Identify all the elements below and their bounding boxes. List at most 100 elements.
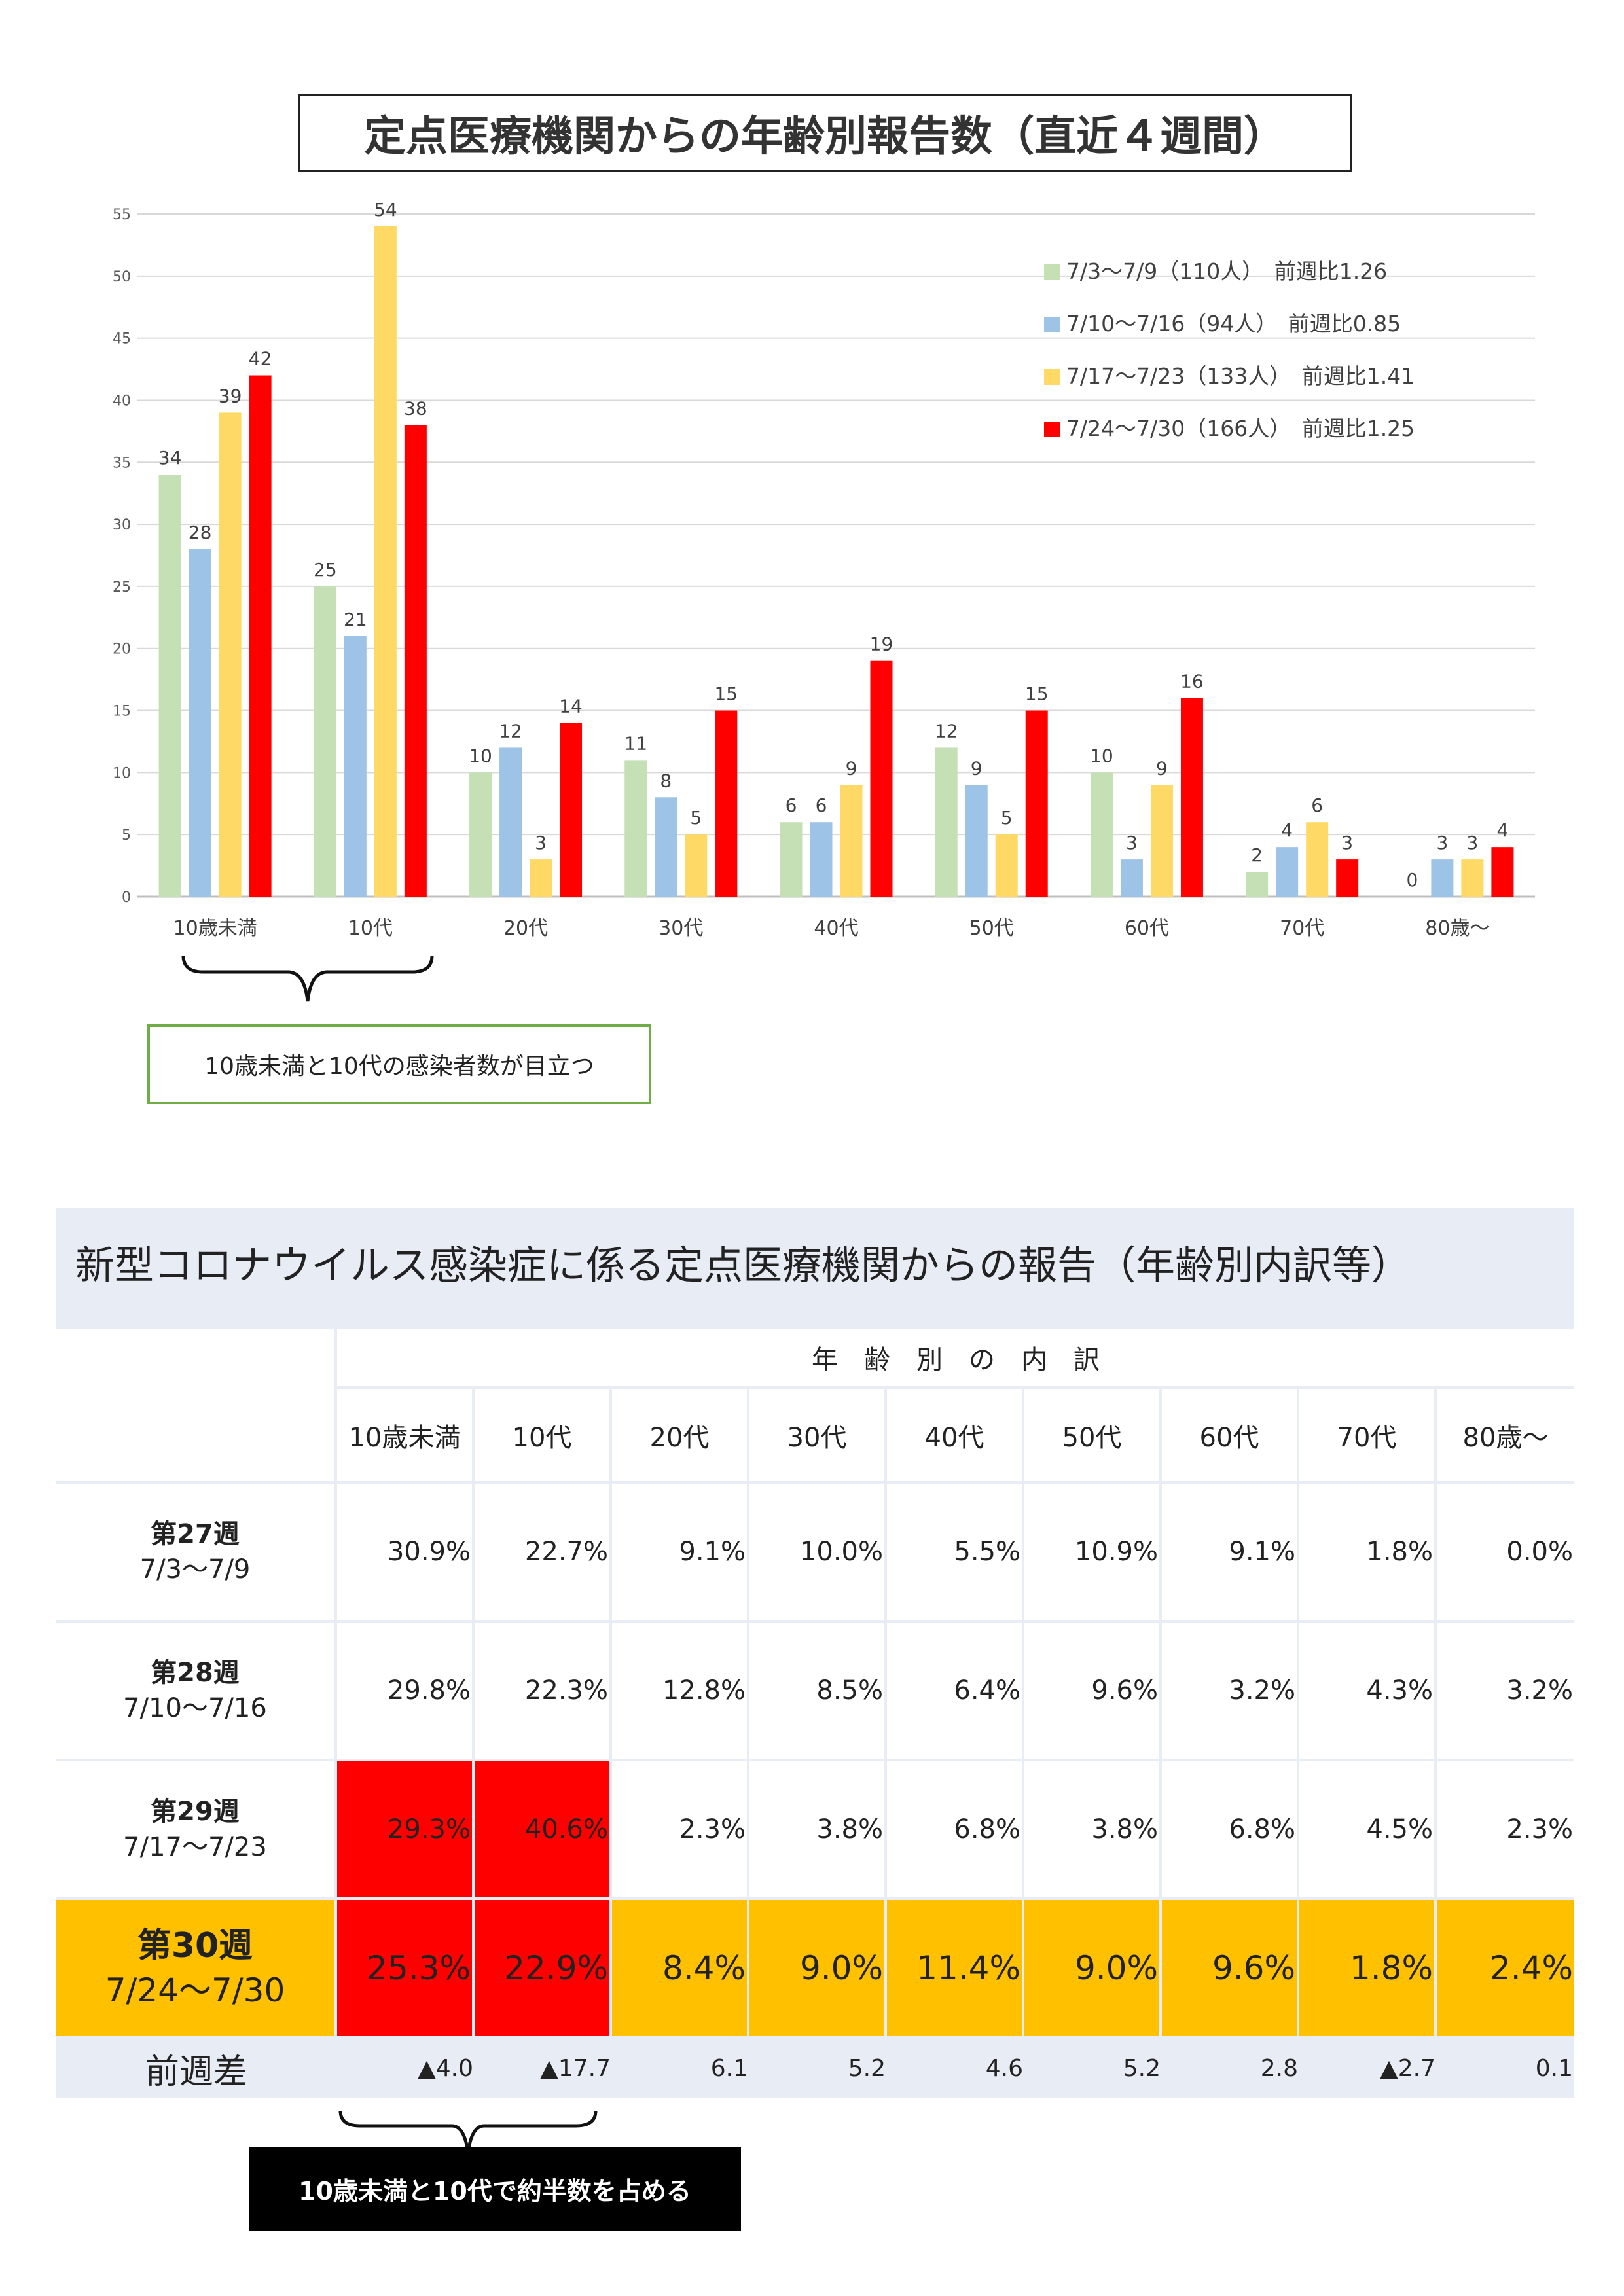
bar: [219, 412, 242, 897]
percent-cell: 9.6%: [1024, 1623, 1159, 1759]
week-dates: 7/17〜7/23: [123, 1832, 267, 1862]
week-dates: 7/3〜7/9: [139, 1554, 251, 1585]
percent-cell: 5.5%: [887, 1484, 1022, 1620]
diff-cell: 2.8: [1162, 2039, 1299, 2098]
bar: [344, 636, 367, 897]
data-label: 15: [1025, 683, 1049, 705]
percent-cell: 6.4%: [887, 1623, 1022, 1759]
data-label: 54: [374, 199, 397, 221]
percent-cell: 6.8%: [1162, 1761, 1297, 1897]
legend-label: 7/3〜7/9（110人） 前週比1.26: [1066, 259, 1387, 284]
bar: [870, 660, 893, 897]
column-header: 10歳未満: [337, 1389, 472, 1481]
y-tick-label: 25: [113, 579, 131, 596]
bar: [655, 797, 677, 897]
x-tick-label: 50代: [969, 917, 1014, 940]
bar: [685, 834, 708, 897]
percent-cell: 3.2%: [1437, 1623, 1574, 1759]
bar: [810, 822, 833, 897]
percent-cell: 3.8%: [1024, 1761, 1159, 1897]
percent-cell: 22.3%: [475, 1623, 609, 1759]
bar: [1276, 847, 1299, 897]
column-header: 70代: [1299, 1389, 1434, 1481]
percent-cell: 3.2%: [1162, 1623, 1297, 1759]
data-label: 3: [1126, 832, 1138, 853]
bar: [249, 375, 272, 897]
column-header: 50代: [1024, 1389, 1159, 1481]
y-tick-label: 5: [122, 827, 131, 844]
x-tick-label: 10代: [348, 917, 393, 940]
data-label: 9: [846, 757, 857, 779]
diff-cell: 4.6: [887, 2039, 1024, 2098]
week-dates: 7/10〜7/16: [123, 1693, 267, 1723]
legend-label: 7/10〜7/16（94人） 前週比0.85: [1066, 311, 1401, 336]
diff-label: 前週差: [56, 2039, 337, 2098]
data-label: 4: [1281, 819, 1293, 841]
column-header: 30代: [749, 1389, 884, 1481]
percent-cell: 22.7%: [475, 1484, 609, 1620]
bar: [1491, 847, 1514, 897]
data-label: 11: [624, 732, 647, 754]
percent-cell: 29.3%: [337, 1761, 472, 1897]
percent-cell: 9.1%: [1162, 1484, 1297, 1620]
group-header: 年 齢 別 の 内 訳: [337, 1329, 1574, 1386]
percent-cell: 0.0%: [1437, 1484, 1574, 1620]
percent-cell: 8.4%: [612, 1900, 747, 2036]
data-label: 2: [1251, 844, 1263, 866]
x-tick-label: 30代: [659, 917, 703, 940]
percent-cell: 25.3%: [337, 1900, 472, 2036]
bar: [624, 760, 647, 897]
column-header: 10代: [475, 1389, 609, 1481]
data-label: 14: [559, 696, 583, 717]
data-label: 21: [344, 609, 367, 630]
percent-cell: 30.9%: [337, 1484, 472, 1620]
y-tick-label: 35: [113, 455, 131, 471]
bar: [840, 785, 863, 897]
legend-swatch: [1044, 422, 1060, 437]
data-label: 3: [535, 832, 547, 853]
data-label: 12: [499, 720, 522, 742]
diff-cell: 0.1: [1437, 2039, 1574, 2098]
table-note: 10歳未満と10代で約半数を占める: [249, 2147, 741, 2231]
data-label: 9: [1156, 757, 1168, 779]
bar: [530, 859, 552, 897]
bar: [1431, 859, 1454, 897]
percent-cell: 10.0%: [749, 1484, 884, 1620]
row-header: 第29週 7/17〜7/23: [56, 1761, 334, 1897]
y-tick-label: 15: [113, 704, 131, 720]
bar: [469, 772, 492, 897]
row-header: 第28週 7/10〜7/16: [56, 1623, 334, 1759]
legend-label: 7/24〜7/30（166人） 前週比1.25: [1066, 416, 1415, 441]
column-header: 80歳〜: [1437, 1389, 1574, 1481]
week-label: 第27週: [151, 1519, 240, 1549]
column-header: 60代: [1162, 1389, 1297, 1481]
legend-swatch: [1044, 369, 1060, 385]
x-tick-label: 60代: [1125, 917, 1169, 940]
percent-cell: 3.8%: [749, 1761, 884, 1897]
data-label: 4: [1496, 819, 1508, 841]
data-label: 15: [714, 683, 738, 705]
data-label: 10: [1090, 745, 1113, 766]
chart-brace: [181, 955, 434, 1002]
data-label: 3: [1436, 832, 1448, 853]
data-label: 34: [158, 447, 182, 469]
week-label: 第29週: [151, 1797, 240, 1827]
legend-swatch: [1044, 264, 1060, 280]
y-tick-label: 55: [113, 207, 131, 223]
percent-cell: 1.8%: [1299, 1484, 1434, 1620]
y-tick-label: 40: [113, 393, 131, 409]
percent-cell: 2.3%: [1437, 1761, 1574, 1897]
chart-title: 定点医療機関からの年齢別報告数（直近４週間）: [298, 94, 1352, 172]
data-label: 3: [1466, 832, 1478, 853]
data-label: 6: [785, 795, 797, 816]
percent-cell: 6.8%: [887, 1761, 1022, 1897]
x-tick-label: 80歳〜: [1425, 917, 1489, 940]
corner-cell: [56, 1329, 334, 1481]
percent-cell: 11.4%: [887, 1900, 1022, 2036]
bar: [158, 475, 181, 897]
data-label: 25: [314, 559, 337, 581]
diff-cell: ▲4.0: [337, 2039, 475, 2098]
percent-cell: 40.6%: [475, 1761, 609, 1897]
data-label: 19: [870, 634, 893, 655]
diff-cell: 5.2: [749, 2039, 887, 2098]
